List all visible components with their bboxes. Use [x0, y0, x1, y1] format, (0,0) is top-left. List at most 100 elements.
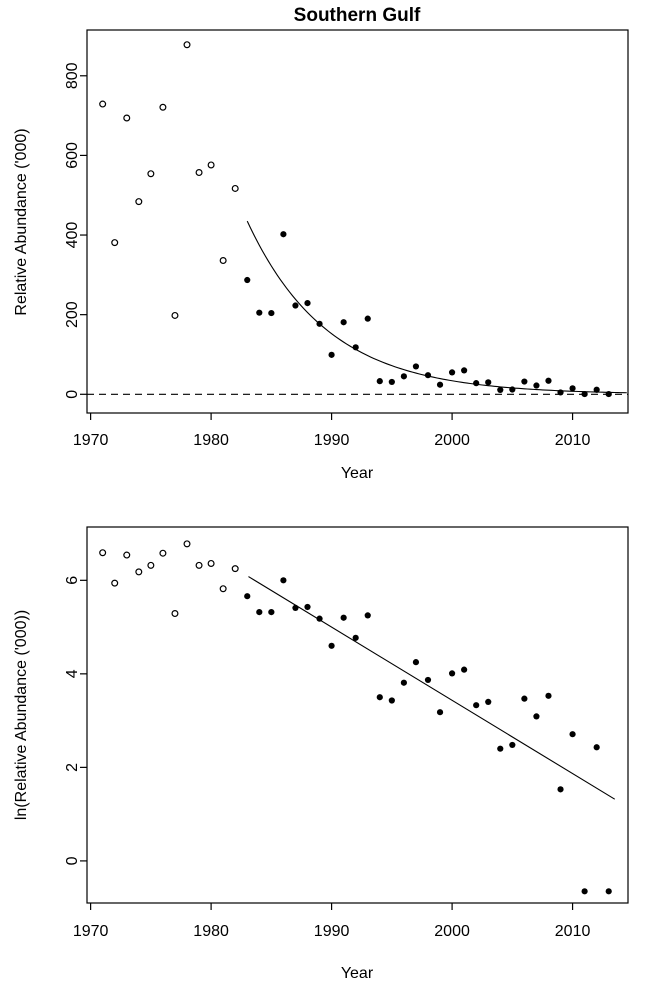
data-point-open: [99, 549, 107, 557]
data-point-open: [207, 161, 215, 169]
data-point-filled: [533, 382, 540, 389]
data-point-open: [135, 568, 143, 576]
x-axis-title: Year: [341, 965, 374, 982]
data-point-filled: [352, 634, 359, 641]
x-ticks: 1970 1980 1990 2000 2010: [73, 903, 590, 940]
data-point-filled: [328, 351, 335, 358]
y-tick-label: 0: [64, 856, 81, 865]
data-point-open: [159, 103, 167, 111]
data-point-filled: [256, 309, 263, 316]
x-tick-label: 1990: [314, 923, 350, 940]
data-point-open: [219, 257, 227, 265]
data-point-filled: [244, 276, 251, 284]
x-tick-label: 1980: [193, 432, 229, 449]
abundance-scatter-plot: 1970 1980 1990 2000 2010 0 200 400 600 800 South…: [13, 5, 629, 482]
data-point-filled: [436, 381, 444, 388]
data-point-filled: [268, 609, 275, 616]
data-point-open: [183, 41, 191, 49]
data-point-filled: [521, 378, 528, 385]
data-point-filled: [569, 731, 576, 738]
data-point-filled: [364, 315, 371, 322]
data-point-filled: [461, 367, 468, 374]
y-axis-title: ln(Relative Abundance ('000)): [13, 610, 30, 820]
y-ticks: 0 200 400 600 800: [64, 62, 87, 399]
data-point-filled: [280, 231, 287, 238]
plot-frame: [86, 526, 629, 904]
data-point-filled: [412, 659, 420, 666]
y-tick-label: 0: [64, 390, 81, 399]
data-point-open: [171, 311, 179, 319]
fit-group: [246, 220, 627, 394]
x-tick-label: 1970: [73, 432, 109, 449]
x-tick-label: 1980: [193, 923, 229, 940]
data-point-filled: [509, 386, 516, 393]
data-point-filled: [316, 615, 323, 622]
data-point-filled: [304, 300, 311, 307]
x-axis-title: Year: [341, 465, 374, 482]
data-point-filled: [388, 697, 395, 704]
x-ticks: 1970 1980 1990 2000 2010: [73, 413, 591, 449]
y-tick-label: 800: [64, 62, 81, 89]
chart-title: Southern Gulf: [294, 5, 421, 26]
x-tick-label: 1990: [314, 432, 350, 449]
data-point-filled: [533, 713, 540, 720]
data-point-filled: [545, 692, 552, 699]
data-point-filled: [292, 302, 299, 309]
data-point-filled: [448, 670, 456, 677]
data-point-open: [147, 561, 155, 569]
data-point-filled: [376, 378, 383, 385]
x-tick-label: 2000: [434, 432, 470, 449]
x-tick-label: 2000: [434, 923, 470, 940]
data-point-open: [123, 551, 131, 559]
data-point-filled: [292, 604, 299, 612]
data-point-open: [219, 585, 227, 593]
points-group: [99, 41, 612, 398]
y-axis-title: Relative Abundance ('000): [13, 128, 30, 315]
data-point-filled: [545, 377, 552, 384]
data-point-filled: [473, 702, 480, 709]
y-tick-label: 200: [64, 301, 81, 328]
points-group: [99, 540, 612, 895]
data-point-filled: [340, 319, 347, 326]
data-point-open: [123, 114, 131, 122]
data-point-filled: [256, 609, 263, 616]
log-abundance-scatter-plot: 1970 1980 1990 2000 2010 0 2 4 6 Year ln(Relati…: [13, 526, 629, 982]
data-point-open: [207, 559, 215, 567]
data-point-filled: [581, 888, 588, 895]
data-point-filled: [605, 888, 612, 895]
data-point-filled: [509, 741, 516, 749]
y-ticks: 0 2 4 6: [64, 576, 87, 865]
fit-curve: [246, 220, 627, 394]
data-point-filled: [388, 378, 395, 386]
data-point-filled: [569, 385, 576, 392]
data-point-filled: [244, 593, 251, 600]
data-point-open: [171, 610, 179, 618]
data-point-open: [99, 100, 107, 108]
data-point-open: [195, 169, 203, 177]
y-tick-label: 6: [64, 576, 81, 585]
data-point-open: [111, 579, 119, 587]
data-point-open: [195, 561, 203, 569]
x-tick-label: 2010: [555, 432, 591, 449]
data-point-filled: [448, 369, 456, 376]
data-point-open: [135, 198, 143, 206]
data-point-open: [183, 540, 191, 548]
data-point-filled: [340, 614, 347, 621]
data-point-filled: [436, 709, 444, 716]
y-tick-label: 2: [64, 763, 81, 772]
data-point-filled: [376, 694, 383, 701]
data-point-open: [147, 170, 155, 178]
data-point-filled: [412, 363, 420, 370]
data-point-filled: [424, 676, 432, 684]
data-point-filled: [557, 389, 564, 396]
data-point-open: [159, 549, 167, 557]
data-point-filled: [521, 695, 528, 702]
data-point-filled: [280, 577, 287, 584]
data-point-filled: [400, 679, 407, 686]
data-point-filled: [424, 372, 432, 379]
data-point-filled: [485, 698, 492, 706]
data-point-filled: [593, 386, 600, 393]
data-point-filled: [581, 390, 588, 398]
data-point-filled: [328, 642, 335, 649]
